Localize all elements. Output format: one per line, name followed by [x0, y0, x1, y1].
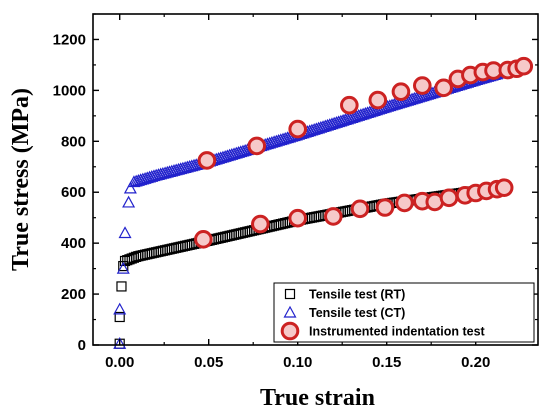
x-tick-label: 0.10	[283, 354, 312, 371]
legend: Tensile test (RT) Tensile test (CT) Instru…	[273, 282, 535, 343]
legend-label: Tensile test (RT)	[309, 288, 405, 302]
data-point	[439, 188, 459, 208]
y-tick-label: 0	[78, 337, 86, 354]
data-point	[514, 56, 534, 76]
data-point	[288, 208, 308, 228]
y-tick-label: 600	[61, 184, 86, 201]
data-point	[413, 76, 432, 95]
x-tick-label: 0.20	[461, 354, 490, 371]
legend-square-marker	[284, 288, 296, 300]
x-axis-title: True strain	[260, 385, 375, 411]
legend-box	[273, 282, 535, 343]
data-point	[434, 78, 453, 98]
axes: 0.00 0.05 0.10 0.15 0.20 0 200 400 600 800 1000 120…	[8, 13, 539, 411]
legend-entry: Tensile test (CT)	[283, 305, 405, 320]
data-point	[391, 82, 411, 101]
data-point	[368, 90, 388, 110]
y-tick-label: 1000	[53, 82, 86, 99]
data-point	[324, 207, 343, 226]
data-point	[494, 178, 514, 197]
legend-triangle-marker	[283, 305, 297, 318]
y-tick-label: 1200	[53, 31, 86, 48]
data-point	[114, 311, 125, 323]
data-point	[113, 336, 127, 349]
x-tick-label: 0.05	[194, 354, 223, 371]
y-axis-title: True stress (MPa)	[8, 88, 34, 271]
data-point	[197, 151, 217, 170]
x-tick-label: 0.00	[105, 354, 134, 371]
legend-label: Instrumented indentation test	[309, 325, 486, 339]
data-point	[116, 261, 130, 274]
legend-circle-marker	[280, 321, 300, 341]
legend-label: Tensile test (CT)	[309, 306, 405, 320]
series-indentation	[194, 56, 534, 249]
data-point	[113, 302, 127, 315]
legend-entry: Instrumented indentation test	[280, 321, 486, 341]
plot-area	[113, 56, 534, 349]
data-point	[122, 195, 136, 208]
data-point	[118, 226, 132, 239]
data-point	[375, 198, 395, 217]
legend-entry: Tensile test (RT)	[284, 288, 405, 302]
data-point	[288, 119, 308, 139]
data-point	[251, 214, 270, 234]
data-point	[194, 230, 213, 249]
y-tick-label: 800	[61, 133, 86, 150]
plot-frame	[92, 13, 539, 346]
data-point	[116, 281, 127, 292]
data-point	[247, 136, 267, 156]
y-tick-label: 400	[61, 235, 86, 252]
data-point	[395, 193, 414, 213]
y-tick-label: 200	[61, 286, 86, 303]
data-point	[340, 95, 359, 115]
data-point	[123, 181, 137, 194]
x-tick-label: 0.15	[372, 354, 401, 371]
data-point	[350, 199, 370, 219]
